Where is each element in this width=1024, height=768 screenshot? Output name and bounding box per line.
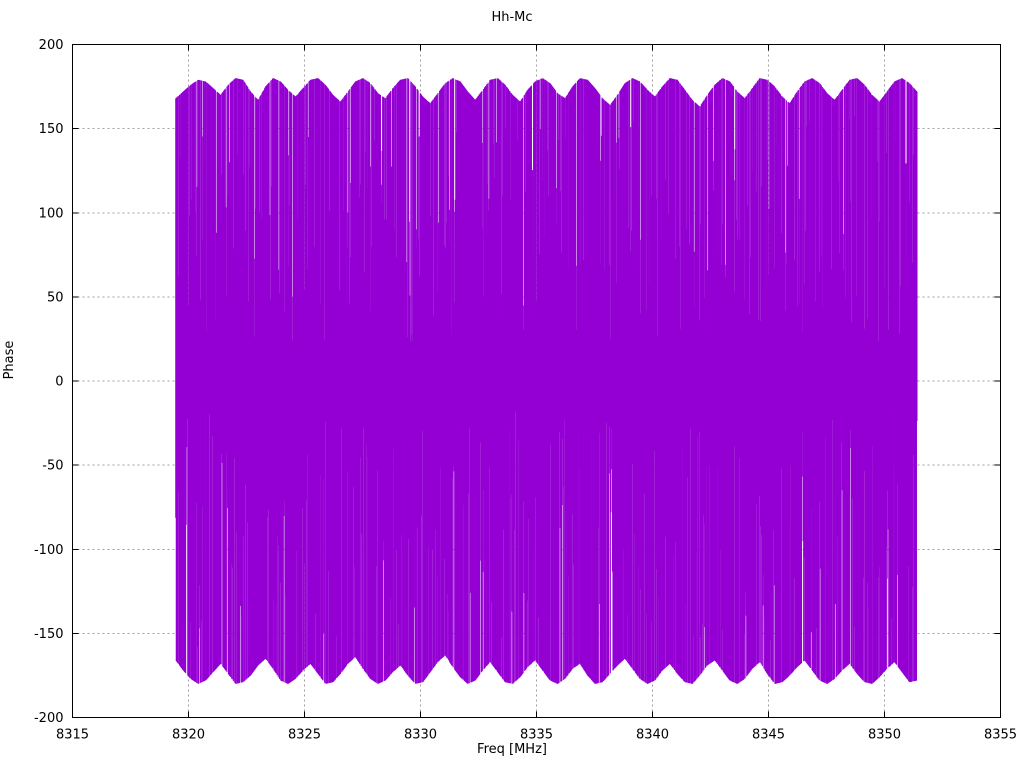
y-tick-label: 200 [39,38,64,53]
x-tick-label: 8325 [288,728,321,743]
y-tick-label: 100 [39,206,64,221]
data-series-layer [175,78,918,684]
y-tick-label: 150 [39,122,64,137]
x-tick-label: 8340 [636,728,669,743]
y-tick-label: -200 [34,711,64,726]
y-tick-label: 50 [47,290,64,305]
x-tick-label: 8315 [56,728,89,743]
x-tick-label: 8355 [984,728,1017,743]
x-tick-label: 8320 [172,728,205,743]
y-tick-label: 0 [55,375,63,390]
x-tick-label: 8345 [752,728,785,743]
tick-labels-layer: -200 -150 -100 -50 0 50 100 150 200 8315 8320 8325 8… [34,38,1017,743]
x-tick-label: 8330 [404,728,437,743]
chart-title: Hh-Mc [491,10,533,25]
y-tick-label: -100 [34,543,64,558]
y-tick-label: -150 [34,627,64,642]
x-tick-label: 8335 [520,728,553,743]
x-axis-label: Freq [MHz] [477,742,547,757]
tick-marks-layer [72,44,1001,718]
x-tick-label: 8350 [868,728,901,743]
y-tick-label: -50 [42,459,63,474]
y-axis-label: Phase [2,340,17,380]
